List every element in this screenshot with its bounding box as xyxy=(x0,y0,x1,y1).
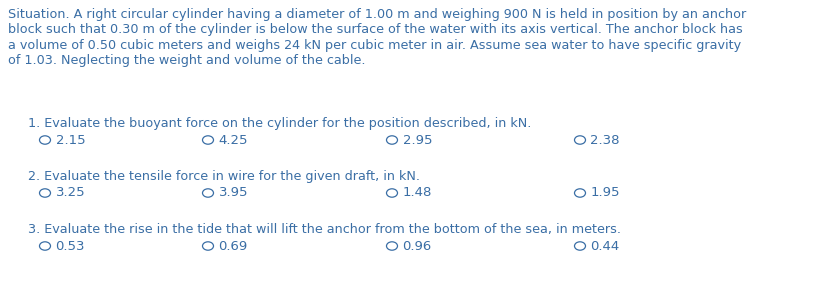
Text: 2.95: 2.95 xyxy=(403,134,432,147)
Text: Situation. A right circular cylinder having a diameter of 1.00 m and weighing 90: Situation. A right circular cylinder hav… xyxy=(8,8,746,21)
Text: 0.44: 0.44 xyxy=(590,239,620,252)
Text: 0.69: 0.69 xyxy=(219,239,248,252)
Text: block such that 0.30 m of the cylinder is below the surface of the water with it: block such that 0.30 m of the cylinder i… xyxy=(8,23,743,37)
Text: 2.15: 2.15 xyxy=(56,134,85,147)
Text: 0.53: 0.53 xyxy=(56,239,85,252)
Text: 2.38: 2.38 xyxy=(590,134,620,147)
Text: 0.96: 0.96 xyxy=(403,239,432,252)
Text: 3.95: 3.95 xyxy=(219,186,248,200)
Text: of 1.03. Neglecting the weight and volume of the cable.: of 1.03. Neglecting the weight and volum… xyxy=(8,55,365,68)
Text: 3. Evaluate the rise in the tide that will lift the anchor from the bottom of th: 3. Evaluate the rise in the tide that wi… xyxy=(28,223,621,236)
Text: 3.25: 3.25 xyxy=(56,186,85,200)
Text: a volume of 0.50 cubic meters and weighs 24 kN per cubic meter in air. Assume se: a volume of 0.50 cubic meters and weighs… xyxy=(8,39,741,52)
Text: 1.95: 1.95 xyxy=(590,186,620,200)
Text: 1. Evaluate the buoyant force on the cylinder for the position described, in kN.: 1. Evaluate the buoyant force on the cyl… xyxy=(28,117,531,130)
Text: 1.48: 1.48 xyxy=(403,186,432,200)
Text: 4.25: 4.25 xyxy=(219,134,248,147)
Text: 2. Evaluate the tensile force in wire for the given draft, in kN.: 2. Evaluate the tensile force in wire fo… xyxy=(28,170,420,183)
